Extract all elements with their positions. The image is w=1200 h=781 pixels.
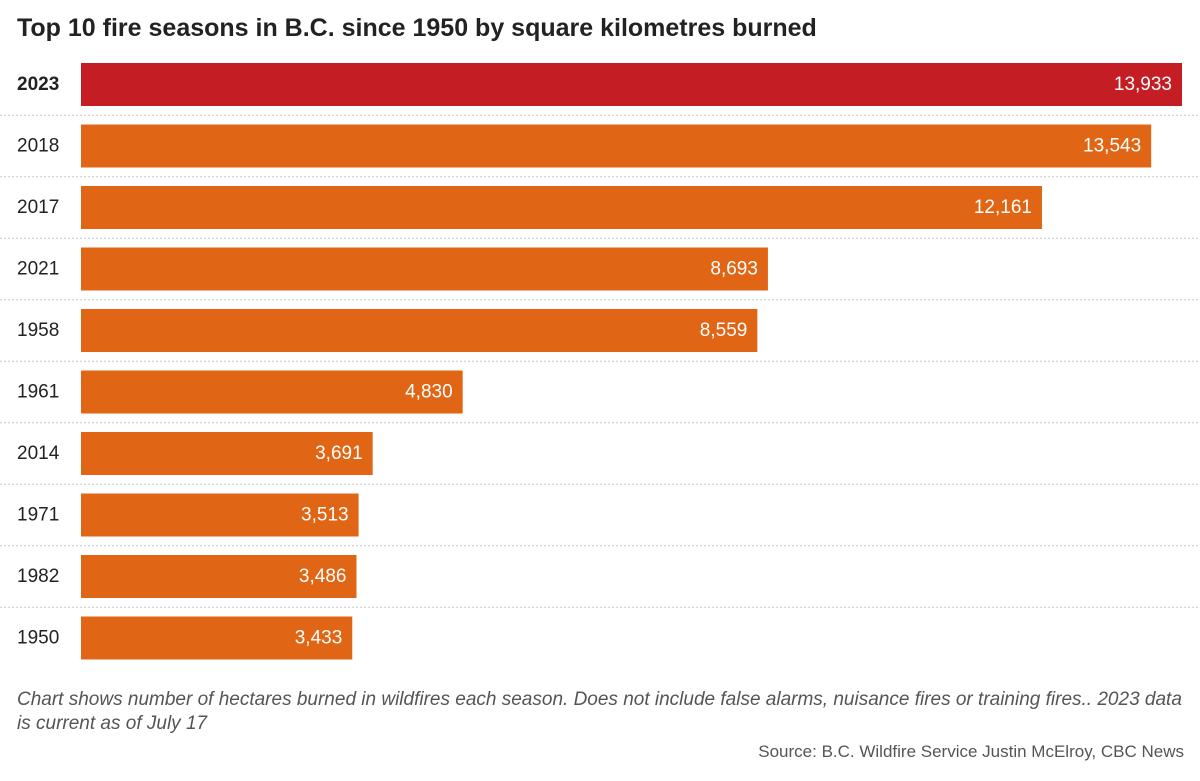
category-label-1971: 1971 — [17, 505, 59, 526]
value-label-2021: 8,693 — [710, 259, 758, 280]
value-label-1950: 3,433 — [295, 628, 343, 649]
value-label-1971: 3,513 — [301, 505, 349, 526]
category-label-1958: 1958 — [17, 320, 59, 341]
category-label-2021: 2021 — [17, 259, 59, 280]
chart-title: Top 10 fire seasons in B.C. since 1950 b… — [17, 14, 817, 42]
bar-1971 — [81, 493, 359, 537]
value-label-1961: 4,830 — [405, 382, 453, 403]
bar-1982 — [81, 555, 357, 598]
bar-chart: 2023 13,933 2018 13,543 2017 12,161 2021 8,693 1… — [0, 63, 1200, 660]
bar-2021 — [81, 247, 768, 291]
bar-2023 — [81, 63, 1182, 106]
value-label-2014: 3,691 — [315, 443, 363, 464]
bar-2018 — [81, 124, 1152, 168]
bar-1961 — [81, 370, 463, 414]
category-label-1950: 1950 — [17, 628, 59, 649]
category-label-2017: 2017 — [17, 197, 59, 218]
value-label-2023: 13,933 — [1114, 74, 1172, 95]
value-label-1982: 3,486 — [299, 566, 347, 587]
category-label-2023: 2023 — [17, 74, 59, 95]
value-label-1958: 8,559 — [700, 320, 748, 341]
bar-1950 — [81, 616, 353, 660]
value-label-2018: 13,543 — [1083, 136, 1141, 157]
category-label-1982: 1982 — [17, 566, 59, 587]
category-label-2018: 2018 — [17, 136, 59, 157]
category-label-2014: 2014 — [17, 443, 60, 464]
chart-source: Source: B.C. Wildfire Service Justin McE… — [758, 742, 1184, 761]
category-label-1961: 1961 — [17, 382, 59, 403]
bar-2017 — [81, 186, 1042, 229]
bar-1958 — [81, 309, 758, 352]
bar-2014 — [81, 432, 373, 475]
chart-note: Chart shows number of hectares burned in… — [17, 689, 1182, 734]
value-label-2017: 12,161 — [974, 197, 1032, 218]
